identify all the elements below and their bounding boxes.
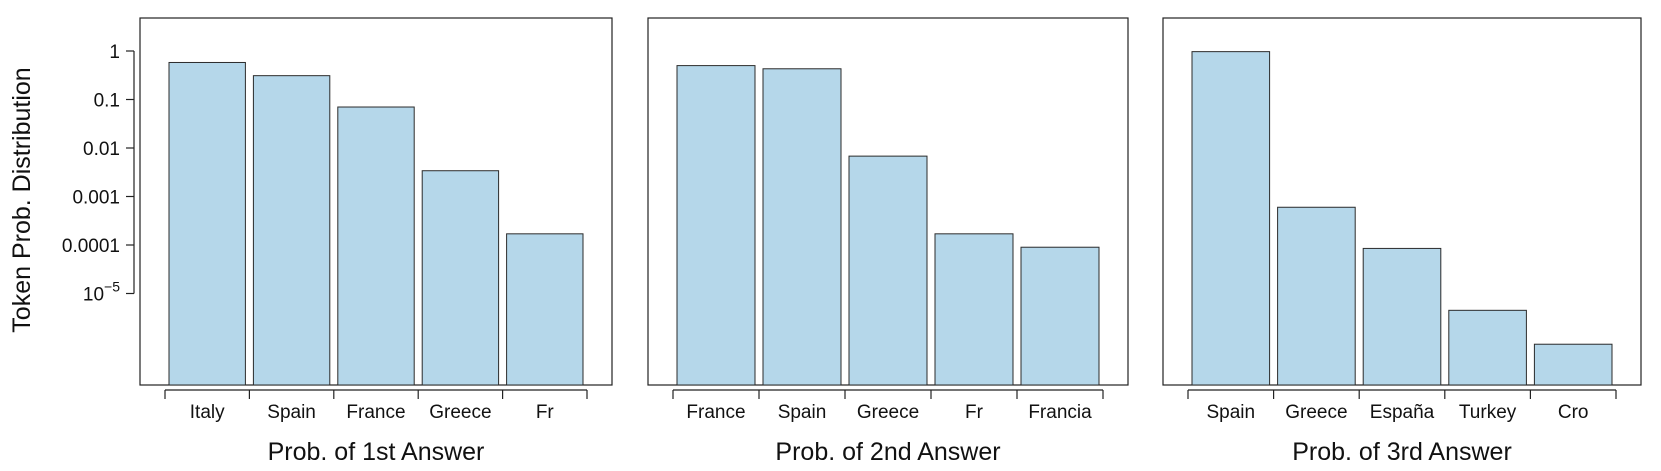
x-axis-label: Prob. of 1st Answer [268,438,485,466]
x-axis-label: Prob. of 3rd Answer [1292,438,1512,466]
y-axis: 1 0.1 0.01 0.001 0.0001 10−5 [62,42,135,306]
bar-france [676,65,756,386]
bar-cro [1533,343,1613,386]
bar-spain [762,68,842,386]
x-axis-label: Prob. of 2nd Answer [775,438,1000,466]
x-tick-label: Turkey [1459,402,1517,423]
bar-greece [1277,206,1356,386]
bar-españa [1362,247,1442,386]
x-tick-label: Fr [965,402,984,423]
bar-france [337,106,415,386]
bar-greece [848,155,928,386]
x-tick-label: Francia [1028,402,1092,423]
y-tick-label: 0.0001 [62,236,120,257]
bar-fr [934,233,1014,386]
panel-1: Italy Spain France Greece Fr Prob. of 1st Ans… [139,17,613,466]
y-axis-label: Token Prob. Distribution [8,67,36,332]
x-tick-label: Greece [1285,402,1347,423]
bar-francia [1020,246,1100,386]
x-tick-label: Greece [857,402,919,423]
x-tick-label: Cro [1558,402,1589,423]
bar-fr [506,233,584,386]
panel-2: France Spain Greece Fr Francia Prob. of 2nd A… [647,17,1129,466]
y-tick-label: 1 [109,42,120,63]
x-tick-label: España [1370,402,1435,423]
bar-turkey [1448,309,1527,386]
x-tick-label: France [346,402,405,423]
x-tick-label: Spain [1206,402,1255,423]
x-tick-label: Italy [190,402,225,423]
x-tick-label: Greece [429,402,491,423]
bar-greece [421,170,500,386]
bar-italy [168,61,246,386]
panel-3: Spain Greece España Turkey Cro Prob. of 3rd A… [1162,17,1642,466]
x-tick-label: Fr [536,402,555,423]
y-tick-label: 0.1 [94,91,120,112]
y-tick-label: 0.01 [83,139,120,160]
x-tick-label: Spain [267,402,316,423]
bar-spain [1191,51,1271,386]
x-tick-label: Spain [778,402,827,423]
bar-spain [252,75,331,386]
y-tick-label: 10−5 [83,279,120,306]
x-tick-label: France [686,402,745,423]
y-tick-label: 0.001 [72,188,120,209]
